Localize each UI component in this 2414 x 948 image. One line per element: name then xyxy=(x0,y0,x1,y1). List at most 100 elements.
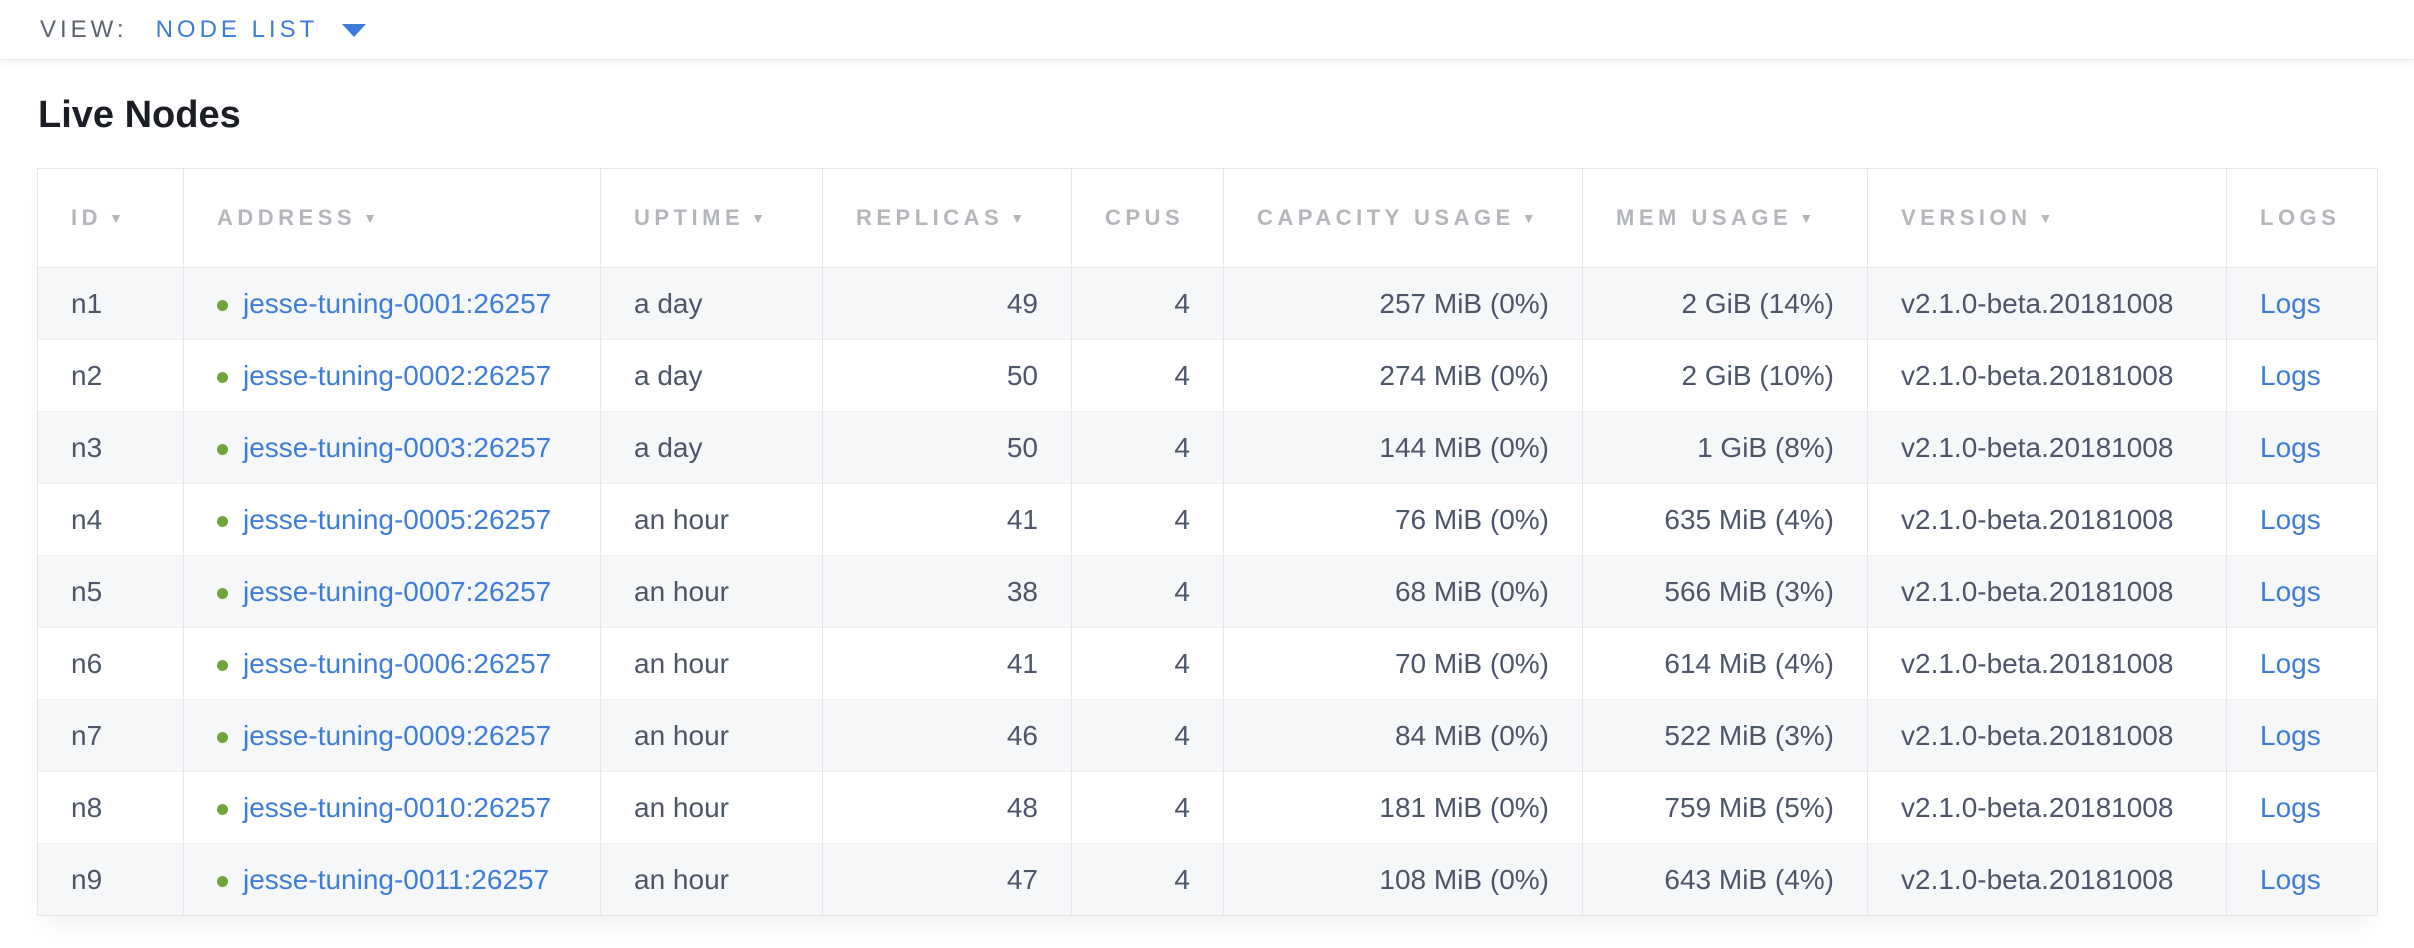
node-live-status-icon xyxy=(217,587,228,599)
capacity-usage-cell: 181 MiB (0%) xyxy=(1223,771,1583,844)
node-id-cell: n6 xyxy=(37,627,184,700)
node-address-link[interactable]: jesse-tuning-0009:26257 xyxy=(243,719,552,751)
column-header-label: MEM USAGE xyxy=(1616,205,1793,230)
cpus-cell: 4 xyxy=(1071,699,1224,772)
mem-usage-cell: 614 MiB (4%) xyxy=(1582,627,1868,700)
version-cell: v2.1.0-beta.20181008 xyxy=(1867,267,2227,340)
table-row: n1 jesse-tuning-0001:26257 a day 49 4 25… xyxy=(37,267,2378,340)
column-header-replicas[interactable]: REPLICAS ▼ xyxy=(822,168,1072,268)
mem-usage-cell: 1 GiB (8%) xyxy=(1582,411,1868,484)
node-live-status-icon xyxy=(217,299,228,311)
column-header-capacity-usage[interactable]: CAPACITY USAGE ▼ xyxy=(1223,168,1583,268)
replicas-cell: 47 xyxy=(822,843,1072,916)
logs-link[interactable]: Logs xyxy=(2260,647,2321,679)
table-row: n4 jesse-tuning-0005:26257 an hour 41 4 … xyxy=(37,483,2378,556)
logs-link[interactable]: Logs xyxy=(2260,719,2321,751)
logs-link[interactable]: Logs xyxy=(2260,431,2321,463)
table-row: n7 jesse-tuning-0009:26257 an hour 46 4 … xyxy=(37,699,2378,772)
cpus-cell: 4 xyxy=(1071,843,1224,916)
cpus-cell: 4 xyxy=(1071,627,1224,700)
view-dropdown[interactable]: NODE LIST xyxy=(156,16,367,44)
column-header-label: ID xyxy=(71,205,102,230)
logs-link[interactable]: Logs xyxy=(2260,575,2321,607)
view-label: VIEW: xyxy=(40,15,128,43)
node-live-status-icon xyxy=(217,515,228,527)
version-cell: v2.1.0-beta.20181008 xyxy=(1867,627,2227,700)
version-cell: v2.1.0-beta.20181008 xyxy=(1867,339,2227,412)
mem-usage-cell: 2 GiB (14%) xyxy=(1582,267,1868,340)
node-id-cell: n3 xyxy=(37,411,184,484)
table-header-row: ID ▼ ADDRESS ▼ UPTIME ▼ REPLICAS ▼ CPUS CAPA… xyxy=(37,168,2378,268)
column-header-address[interactable]: ADDRESS ▼ xyxy=(183,168,601,268)
logs-cell: Logs xyxy=(2226,339,2378,412)
logs-link[interactable]: Logs xyxy=(2260,863,2321,895)
column-header-label: ADDRESS xyxy=(217,205,357,230)
replicas-cell: 41 xyxy=(822,483,1072,556)
logs-link[interactable]: Logs xyxy=(2260,359,2321,391)
node-address-link[interactable]: jesse-tuning-0010:26257 xyxy=(243,791,552,823)
replicas-cell: 46 xyxy=(822,699,1072,772)
column-header-label: CPUS xyxy=(1105,205,1185,230)
column-header-label: REPLICAS xyxy=(856,205,1004,230)
replicas-cell: 50 xyxy=(822,339,1072,412)
node-address-link[interactable]: jesse-tuning-0005:26257 xyxy=(243,503,552,535)
table-row: n3 jesse-tuning-0003:26257 a day 50 4 14… xyxy=(37,411,2378,484)
node-address-link[interactable]: jesse-tuning-0002:26257 xyxy=(243,359,552,391)
table-row: n8 jesse-tuning-0010:26257 an hour 48 4 … xyxy=(37,771,2378,844)
column-header-mem-usage[interactable]: MEM USAGE ▼ xyxy=(1582,168,1868,268)
node-address-cell: jesse-tuning-0007:26257 xyxy=(183,555,601,628)
node-address-link[interactable]: jesse-tuning-0003:26257 xyxy=(243,431,552,463)
node-address-cell: jesse-tuning-0005:26257 xyxy=(183,483,601,556)
table-row: n6 jesse-tuning-0006:26257 an hour 41 4 … xyxy=(37,627,2378,700)
logs-link[interactable]: Logs xyxy=(2260,503,2321,535)
capacity-usage-cell: 68 MiB (0%) xyxy=(1223,555,1583,628)
node-address-link[interactable]: jesse-tuning-0007:26257 xyxy=(243,575,552,607)
replicas-cell: 50 xyxy=(822,411,1072,484)
logs-link[interactable]: Logs xyxy=(2260,791,2321,823)
node-address-link[interactable]: jesse-tuning-0001:26257 xyxy=(243,287,552,319)
mem-usage-cell: 635 MiB (4%) xyxy=(1582,483,1868,556)
mem-usage-cell: 566 MiB (3%) xyxy=(1582,555,1868,628)
sort-arrow-icon: ▼ xyxy=(109,210,128,226)
sort-arrow-icon: ▼ xyxy=(1521,210,1541,226)
table-row: n2 jesse-tuning-0002:26257 a day 50 4 27… xyxy=(37,339,2378,412)
chevron-down-icon[interactable] xyxy=(342,24,367,37)
node-live-status-icon xyxy=(217,875,228,887)
mem-usage-cell: 643 MiB (4%) xyxy=(1582,843,1868,916)
table-row: n9 jesse-tuning-0011:26257 an hour 47 4 … xyxy=(37,843,2378,916)
node-address-link[interactable]: jesse-tuning-0006:26257 xyxy=(243,647,552,679)
node-id-cell: n7 xyxy=(37,699,184,772)
node-address-cell: jesse-tuning-0003:26257 xyxy=(183,411,601,484)
column-header-version[interactable]: VERSION ▼ xyxy=(1867,168,2227,268)
capacity-usage-cell: 108 MiB (0%) xyxy=(1223,843,1583,916)
version-cell: v2.1.0-beta.20181008 xyxy=(1867,411,2227,484)
logs-cell: Logs xyxy=(2226,483,2378,556)
replicas-cell: 48 xyxy=(822,771,1072,844)
node-id-cell: n1 xyxy=(37,267,184,340)
sort-arrow-icon: ▼ xyxy=(2038,210,2057,226)
column-header-id[interactable]: ID ▼ xyxy=(37,168,184,268)
node-address-cell: jesse-tuning-0010:26257 xyxy=(183,771,601,844)
capacity-usage-cell: 70 MiB (0%) xyxy=(1223,627,1583,700)
uptime-cell: an hour xyxy=(600,699,823,772)
node-id-cell: n5 xyxy=(37,555,184,628)
logs-cell: Logs xyxy=(2226,267,2378,340)
column-header-uptime[interactable]: UPTIME ▼ xyxy=(600,168,823,268)
logs-cell: Logs xyxy=(2226,771,2378,844)
node-live-status-icon xyxy=(217,659,228,671)
cpus-cell: 4 xyxy=(1071,411,1224,484)
uptime-cell: a day xyxy=(600,411,823,484)
column-header-logs: LOGS xyxy=(2226,168,2378,268)
table-row: n5 jesse-tuning-0007:26257 an hour 38 4 … xyxy=(37,555,2378,628)
logs-link[interactable]: Logs xyxy=(2260,287,2321,319)
logs-cell: Logs xyxy=(2226,627,2378,700)
version-cell: v2.1.0-beta.20181008 xyxy=(1867,699,2227,772)
version-cell: v2.1.0-beta.20181008 xyxy=(1867,555,2227,628)
capacity-usage-cell: 274 MiB (0%) xyxy=(1223,339,1583,412)
logs-cell: Logs xyxy=(2226,699,2378,772)
view-dropdown-value[interactable]: NODE LIST xyxy=(155,15,319,43)
node-live-status-icon xyxy=(217,443,228,455)
cpus-cell: 4 xyxy=(1071,267,1224,340)
node-address-link[interactable]: jesse-tuning-0011:26257 xyxy=(243,863,550,895)
live-nodes-table: ID ▼ ADDRESS ▼ UPTIME ▼ REPLICAS ▼ CPUS CAPA… xyxy=(37,168,2378,916)
